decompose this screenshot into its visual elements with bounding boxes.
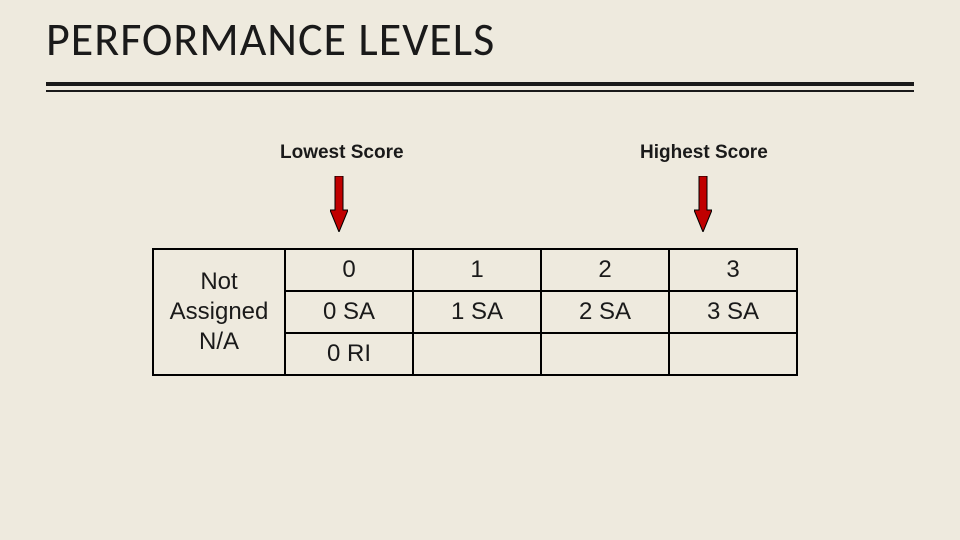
highest-score-label: Highest Score — [640, 142, 768, 164]
title-rule-top — [46, 82, 914, 86]
lowest-score-label: Lowest Score — [280, 142, 404, 164]
title-rule-bottom — [46, 90, 914, 92]
page-title: PERFORMANCE LEVELS — [46, 12, 495, 68]
cell-not-assigned: Not Assigned N/A — [153, 249, 285, 375]
cell-header-1: 1 — [413, 249, 541, 291]
arrow-path — [330, 176, 348, 232]
slide: PERFORMANCE LEVELS Lowest Score Highest … — [0, 0, 960, 540]
cell-0sa: 0 SA — [285, 291, 413, 333]
cell-text: Not Assigned N/A — [164, 267, 274, 357]
cell-header-3: 3 — [669, 249, 797, 291]
cell-header-2: 2 — [541, 249, 669, 291]
levels-table: Not Assigned N/A 0 1 2 3 0 SA 1 SA 2 SA … — [152, 248, 798, 376]
cell-empty — [669, 333, 797, 375]
cell-0ri: 0 RI — [285, 333, 413, 375]
cell-1sa: 1 SA — [413, 291, 541, 333]
cell-empty — [541, 333, 669, 375]
cell-3sa: 3 SA — [669, 291, 797, 333]
cell-header-0: 0 — [285, 249, 413, 291]
arrow-down-icon — [330, 176, 348, 232]
cell-2sa: 2 SA — [541, 291, 669, 333]
performance-table: Not Assigned N/A 0 1 2 3 0 SA 1 SA 2 SA … — [152, 248, 798, 376]
cell-empty — [413, 333, 541, 375]
arrow-down-icon — [694, 176, 712, 232]
arrow-path — [694, 176, 712, 232]
table-row: Not Assigned N/A 0 1 2 3 — [153, 249, 797, 291]
